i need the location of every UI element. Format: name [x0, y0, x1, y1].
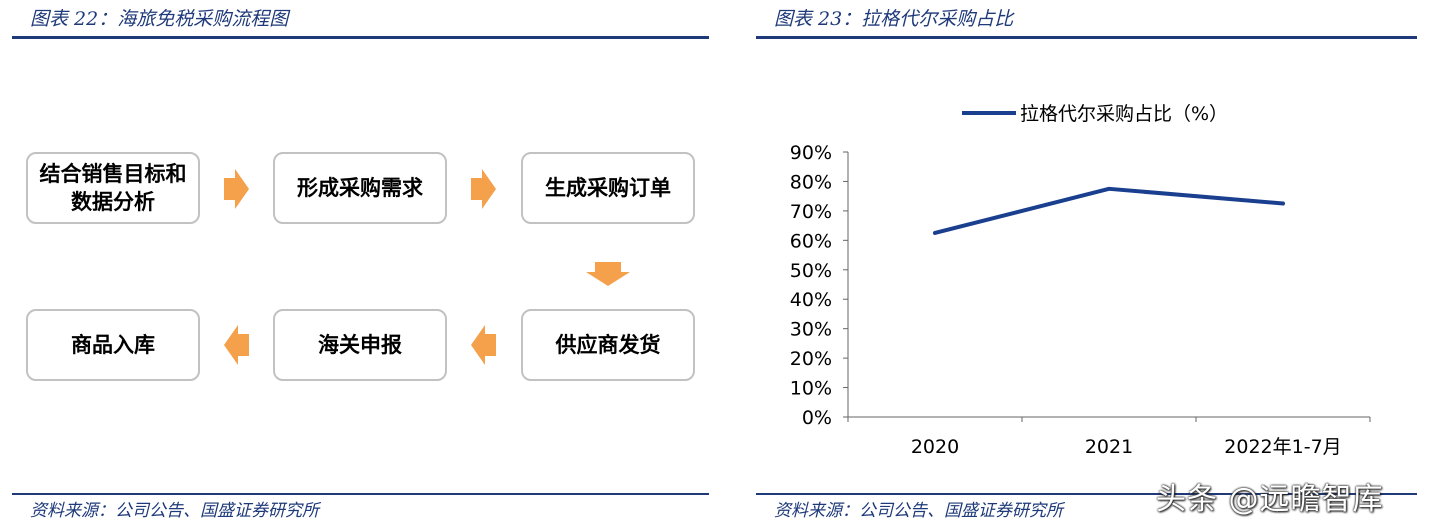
left-panel-title: 图表 22：海旅免税采购流程图 [30, 8, 289, 30]
arrow-right-icon [471, 169, 496, 209]
step-warehouse-entry: 商品入库 [26, 309, 200, 381]
y-tick-label: 20% [790, 348, 832, 370]
arrow-left-icon [224, 325, 249, 365]
y-tick-label: 50% [790, 260, 832, 282]
x-tick-label: 2020 [911, 436, 959, 458]
step-customs-declaration: 海关申报 [273, 309, 447, 381]
y-tick-label: 80% [790, 171, 832, 193]
right-panel-title: 图表 23：拉格代尔采购占比 [774, 8, 1014, 30]
y-tick-label: 0% [802, 407, 832, 429]
line-chart: 拉格代尔采购占比（%） 0% 10% 20% 30% 40% 50% 60% 70% 80% 90… [790, 103, 1371, 458]
left-source-note: 资料来源：公司公告、国盛证券研究所 [30, 501, 319, 521]
step-purchase-order: 生成采购订单 [521, 152, 695, 224]
right-source-note: 资料来源：公司公告、国盛证券研究所 [774, 501, 1063, 521]
left-source-rule [12, 493, 709, 495]
x-tick-label: 2022年1-7月 [1224, 436, 1341, 458]
step-supplier-shipping: 供应商发货 [521, 309, 695, 381]
y-tick-label: 30% [790, 319, 832, 341]
y-tick-label: 10% [790, 378, 832, 400]
arrow-left-icon [471, 325, 496, 365]
legend-label: 拉格代尔采购占比（%） [1020, 103, 1228, 125]
left-title-rule [12, 36, 709, 39]
y-tick-label: 60% [790, 230, 832, 252]
y-tick-label: 40% [790, 289, 832, 311]
step-sales-analysis: 结合销售目标和 数据分析 [26, 152, 200, 224]
y-tick-label: 70% [790, 201, 832, 223]
right-source-rule [756, 493, 1417, 495]
step-purchase-demand: 形成采购需求 [273, 152, 447, 224]
arrow-right-icon [224, 169, 249, 209]
x-tick-label: 2021 [1085, 436, 1133, 458]
right-title-rule [756, 36, 1417, 39]
watermark: 头条 @远瞻智库 [1156, 482, 1384, 517]
series-line [933, 186, 1285, 235]
y-tick-label: 90% [790, 142, 832, 164]
arrow-down-icon [586, 262, 630, 286]
